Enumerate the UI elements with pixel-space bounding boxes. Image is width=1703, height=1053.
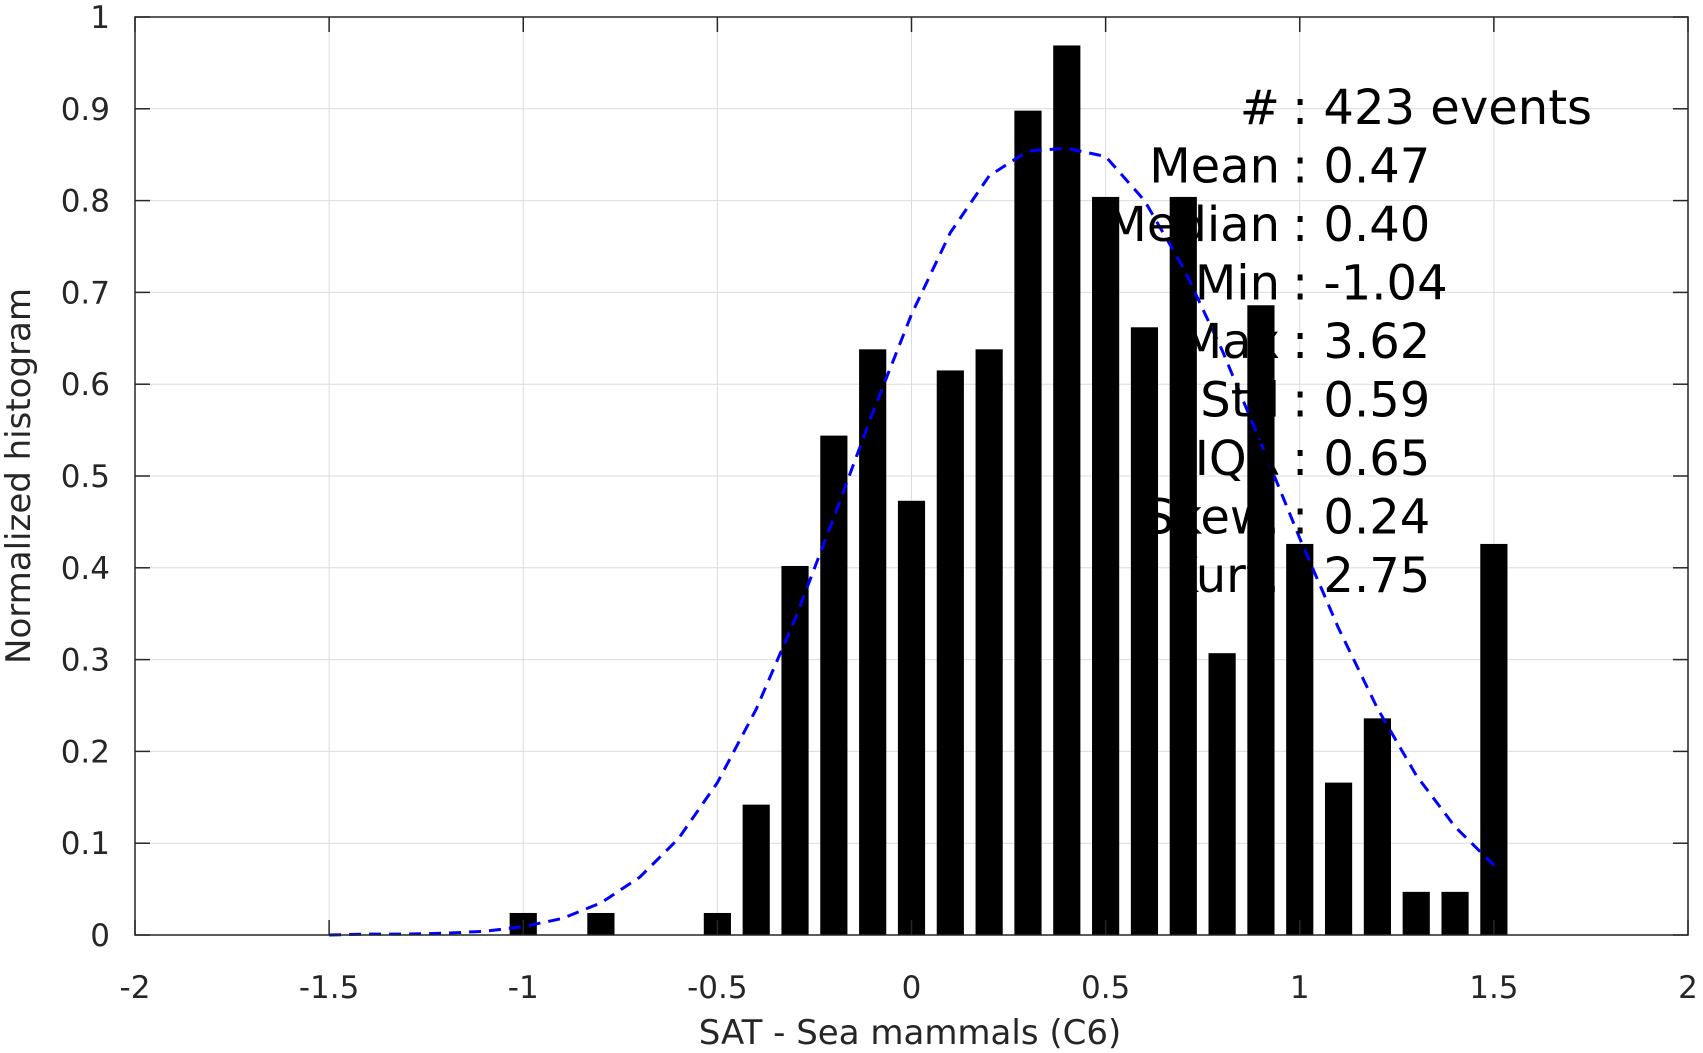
histogram-bar (820, 435, 848, 935)
stat-label: IQR (1195, 431, 1280, 487)
axes: -2 -1.5 -1 -0.5 0 0.5 1 1.5 2 0 0.1 0.2 0.3 0.4 0.5 0.6… (61, 0, 1698, 1006)
stat-label: Max (1181, 314, 1280, 370)
x-tick-label: -2 (120, 970, 151, 1006)
stat-value: : 3.62 (1292, 314, 1430, 370)
stat-value: : 423 events (1292, 80, 1592, 136)
y-tick-label: 0.2 (61, 734, 110, 770)
x-tick-label: 1 (1290, 970, 1310, 1006)
histogram-bar (781, 565, 809, 935)
stat-value: : 0.40 (1292, 197, 1430, 253)
stat-label: Median (1105, 197, 1280, 253)
y-tick-label: 0.3 (61, 643, 110, 679)
x-tick-label: 0 (902, 970, 922, 1006)
fit-curve-line (329, 146, 1495, 937)
stat-value: : 0.59 (1292, 373, 1430, 429)
histogram-bar (742, 804, 770, 935)
histogram-bar (1053, 45, 1081, 935)
stat-value: : 0.47 (1292, 139, 1430, 195)
histogram-bar (587, 912, 615, 935)
stat-label: Std (1200, 373, 1280, 429)
y-axis-label: Normalized histogram (0, 288, 39, 664)
histogram-bar (1480, 543, 1508, 935)
y-tick-label: 1 (90, 0, 110, 36)
stat-label: # (1240, 80, 1280, 136)
x-tick-label: -1.5 (299, 970, 360, 1006)
histogram-bar (975, 349, 1003, 935)
stat-value: : 2.75 (1292, 548, 1430, 604)
stat-value: : 0.65 (1292, 431, 1430, 487)
histogram-bar (1286, 543, 1314, 935)
y-tick-label: 0.1 (61, 826, 110, 862)
histogram-bar (897, 500, 926, 935)
stat-label: Skew. (1144, 490, 1280, 546)
x-tick-label: -0.5 (687, 970, 748, 1006)
stat-value: : -1.04 (1292, 256, 1448, 312)
x-axis-label: SAT - Sea mammals (C6) (699, 1013, 1122, 1053)
histogram-bar (1092, 196, 1120, 936)
histogram-bars (509, 45, 1508, 936)
stat-label: Mean (1149, 139, 1280, 195)
histogram-bar (1208, 653, 1236, 935)
y-tick-label: 0.9 (61, 92, 110, 128)
stat-value: : 0.24 (1292, 490, 1430, 546)
x-tick-label: -1 (508, 970, 539, 1006)
y-tick-label: 0.8 (61, 184, 110, 220)
x-tick-label: 1.5 (1469, 970, 1518, 1006)
x-tick-label: 2 (1678, 970, 1698, 1006)
histogram-bar (1014, 110, 1042, 936)
histogram-bar (1130, 327, 1159, 935)
histogram-bar (1441, 891, 1469, 935)
histogram-bar (1363, 718, 1391, 935)
fit-curve (329, 146, 1495, 937)
y-tick-label: 0.5 (61, 459, 110, 495)
y-tick-label: 0.6 (61, 367, 110, 403)
y-tick-label: 0.4 (61, 551, 110, 587)
histogram-bar (1324, 782, 1353, 935)
y-tick-label: 0.7 (61, 275, 110, 311)
histogram-bar (1402, 891, 1430, 935)
histogram-bar (859, 349, 887, 935)
y-tick-label: 0 (90, 918, 110, 954)
stat-label: Kurt. (1167, 548, 1280, 604)
x-tick-label: 0.5 (1081, 970, 1130, 1006)
histogram-bar (1169, 196, 1197, 936)
histogram-bar (936, 370, 964, 935)
histogram-bar (1247, 305, 1275, 935)
stat-label: Min (1195, 256, 1280, 312)
